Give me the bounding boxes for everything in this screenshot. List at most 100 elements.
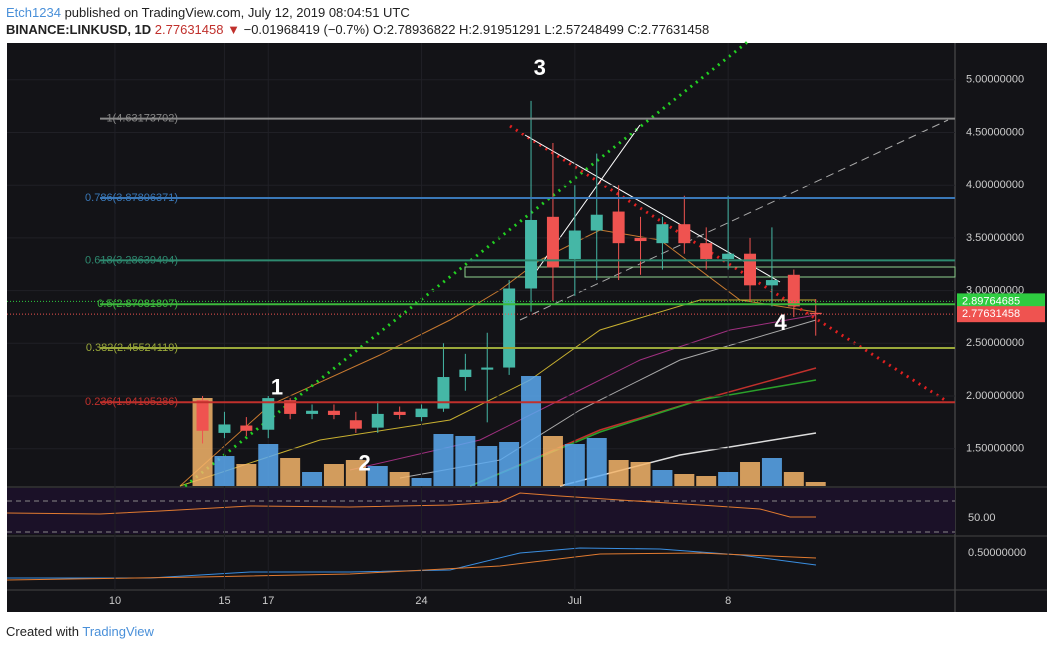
volume-bar [499, 442, 520, 486]
change: −0.01968419 (−0.7%) [243, 22, 370, 37]
zone-box [464, 266, 956, 278]
candle-body [327, 410, 340, 415]
candle-body [459, 369, 472, 378]
y-tick-label: 2.00000000 [966, 390, 1024, 402]
candle-body [481, 367, 494, 370]
fib-label: 0.618(3.28639494) [85, 254, 178, 266]
high: H:2.91951291 [459, 22, 541, 37]
fib-label: 0.5(2.87081807) [97, 298, 178, 310]
header-line: BINANCE:LINKUSD, 1D 2.77631458 ▼ −0.0196… [6, 22, 710, 37]
trend-line [184, 38, 751, 488]
fib-label: 1(4.63173702) [106, 113, 178, 125]
volume-bar [433, 434, 454, 486]
candle-body [503, 288, 516, 368]
published: published on TradingView.com, July 12, 2… [64, 5, 410, 20]
annotation: 1 [271, 374, 283, 399]
candle-body [809, 312, 822, 315]
volume-bar [455, 436, 476, 486]
candle-body [700, 243, 713, 259]
fib-label: 0.786(3.87806371) [85, 192, 178, 204]
candle-body [590, 214, 603, 231]
y-tick-label: 1.50000000 [966, 443, 1024, 455]
volume-bar [521, 376, 542, 486]
volume-bar [389, 472, 410, 486]
rsi-pane [7, 488, 955, 534]
x-tick-label: Jul [568, 595, 582, 607]
x-tick-label: 8 [725, 595, 731, 607]
y-tick-label: 3.50000000 [966, 232, 1024, 244]
volume-bar [564, 444, 585, 486]
trend-line [524, 134, 781, 283]
y-tick-label: 4.50000000 [966, 126, 1024, 138]
y-tick-label: 5.00000000 [966, 74, 1024, 86]
candle-body [393, 411, 406, 415]
volume-bar [280, 458, 301, 486]
volume-bar [718, 472, 739, 486]
price-tag [957, 306, 1045, 323]
volume-bar [236, 464, 257, 486]
brand[interactable]: TradingView [82, 624, 154, 639]
ma-line [179, 229, 817, 487]
volume-bar [586, 438, 607, 486]
volume-bar [214, 456, 235, 486]
macd-line [7, 547, 817, 579]
candle-body [218, 424, 231, 433]
annotation: 4 [775, 310, 788, 335]
last: 2.77631458 [154, 22, 224, 37]
candle-body [787, 274, 800, 307]
candle-body [525, 219, 538, 289]
volume-bar [477, 446, 498, 486]
header-line: Etch1234 published on TradingView.com, J… [6, 5, 410, 20]
candle-body [546, 216, 559, 268]
fib-label: 0.236(1.94105286) [85, 396, 178, 408]
created: Created with [6, 624, 79, 639]
price-tag-label: 2.89764685 [962, 295, 1020, 307]
macd-level-label: 0.50000000 [968, 547, 1026, 559]
volume-bar [761, 458, 782, 486]
candle-body [744, 253, 757, 286]
price-tag [957, 293, 1045, 310]
price-tag-label: 2.77631458 [962, 308, 1020, 320]
x-tick-label: 10 [109, 595, 121, 607]
candle-body [196, 400, 209, 431]
volume-bar [323, 464, 344, 486]
candle-body [349, 420, 362, 429]
candle-body [568, 230, 581, 259]
signal-line [6, 552, 817, 581]
x-tick-label: 17 [262, 595, 274, 607]
volume-bar [674, 474, 695, 486]
volume-bar [258, 444, 279, 486]
candle-body [415, 408, 428, 418]
candle-body [240, 425, 253, 431]
candle-body [722, 253, 735, 259]
low: L:2.57248499 [544, 22, 624, 37]
volume-bar [345, 460, 366, 486]
volume-bar [783, 472, 804, 486]
trend-line [519, 119, 949, 321]
volume-bar [542, 436, 563, 486]
candle-body [262, 398, 275, 430]
volume-bar [740, 462, 761, 486]
author[interactable]: Etch1234 [6, 5, 61, 20]
symbol: BINANCE:LINKUSD, 1D [6, 22, 152, 37]
x-tick-label: 15 [218, 595, 230, 607]
annotation: 2 [358, 450, 370, 475]
rsi-line [6, 492, 816, 518]
footer: Created with TradingView [6, 624, 154, 639]
volume-bar [608, 460, 629, 486]
y-tick-label: 2.50000000 [966, 337, 1024, 349]
candle-body [284, 400, 297, 414]
volume-bar [630, 462, 651, 486]
y-tick-label: 4.00000000 [966, 179, 1024, 191]
fib-label: 0.382(2.45524119) [86, 342, 178, 354]
candle-body [634, 237, 647, 242]
candle-body [371, 413, 384, 428]
open: O:2.78936822 [373, 22, 456, 37]
volume-bar [367, 466, 388, 486]
rsi-level-label: 50.00 [968, 512, 996, 524]
candle-body [656, 224, 669, 244]
axis-bg [955, 43, 1047, 612]
candle-body [765, 280, 778, 286]
